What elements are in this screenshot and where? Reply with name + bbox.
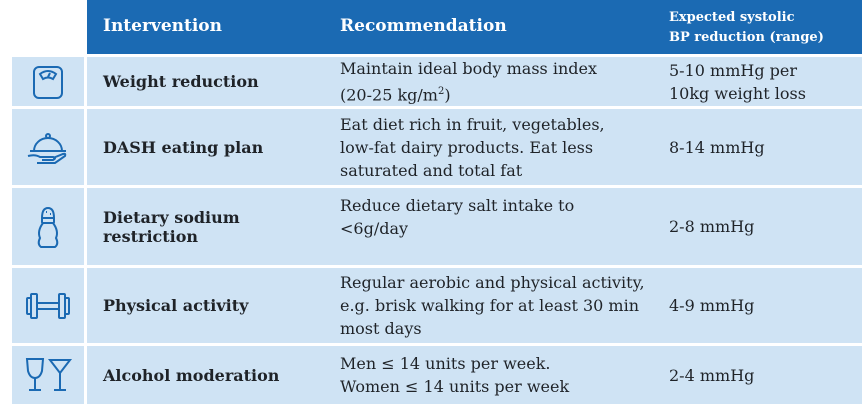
header-reduction-line1: Expected systolic [669, 10, 795, 25]
reduction-value: 8-14 mmHg [669, 137, 765, 157]
recommendation-text: Eat diet rich in fruit, vegetables, low-… [340, 114, 605, 180]
reduction-value: 4-9 mmHg [669, 296, 755, 315]
scale-icon [12, 57, 84, 106]
header-reduction: Expected systolic BP reduction (range) [669, 8, 824, 48]
recommendation-text: Reduce dietary salt intake to <6g/day [340, 196, 575, 238]
intervention-name: Dietary sodium restriction [103, 207, 240, 246]
table-row: DASH eating plan Eat diet rich in fruit,… [0, 109, 862, 185]
food-cloche-icon [12, 109, 84, 185]
recommendation-text: Men ≤ 14 units per week. Women ≤ 14 unit… [340, 354, 570, 396]
intervention-name: DASH eating plan [103, 137, 264, 157]
dumbbell-icon [12, 268, 84, 343]
recommendation-text: Regular aerobic and physical activity, e… [340, 273, 645, 338]
table-header: Intervention Recommendation Expected sys… [87, 0, 862, 54]
salt-shaker-icon [12, 188, 84, 265]
intervention-name: Physical activity [103, 296, 249, 315]
header-reduction-line2: BP reduction (range) [669, 30, 824, 45]
recommendation-text: Maintain ideal body mass index (20-25 kg… [340, 58, 598, 105]
reduction-value: 2-8 mmHg [669, 217, 755, 236]
table-row: Alcohol moderation Men ≤ 14 units per we… [0, 346, 862, 404]
table-row: Dietary sodium restriction Reduce dietar… [0, 188, 862, 265]
header-intervention: Intervention [103, 16, 222, 36]
reduction-value: 2-4 mmHg [669, 365, 755, 385]
reduction-value: 5-10 mmHg per 10kg weight loss [669, 60, 806, 103]
intervention-name: Weight reduction [103, 72, 259, 91]
intervention-name: Alcohol moderation [103, 365, 280, 385]
table-row: Weight reduction Maintain ideal body mas… [0, 57, 862, 106]
wine-glasses-icon [12, 346, 84, 404]
header-recommendation: Recommendation [340, 16, 507, 36]
table-row: Physical activity Regular aerobic and ph… [0, 268, 862, 343]
